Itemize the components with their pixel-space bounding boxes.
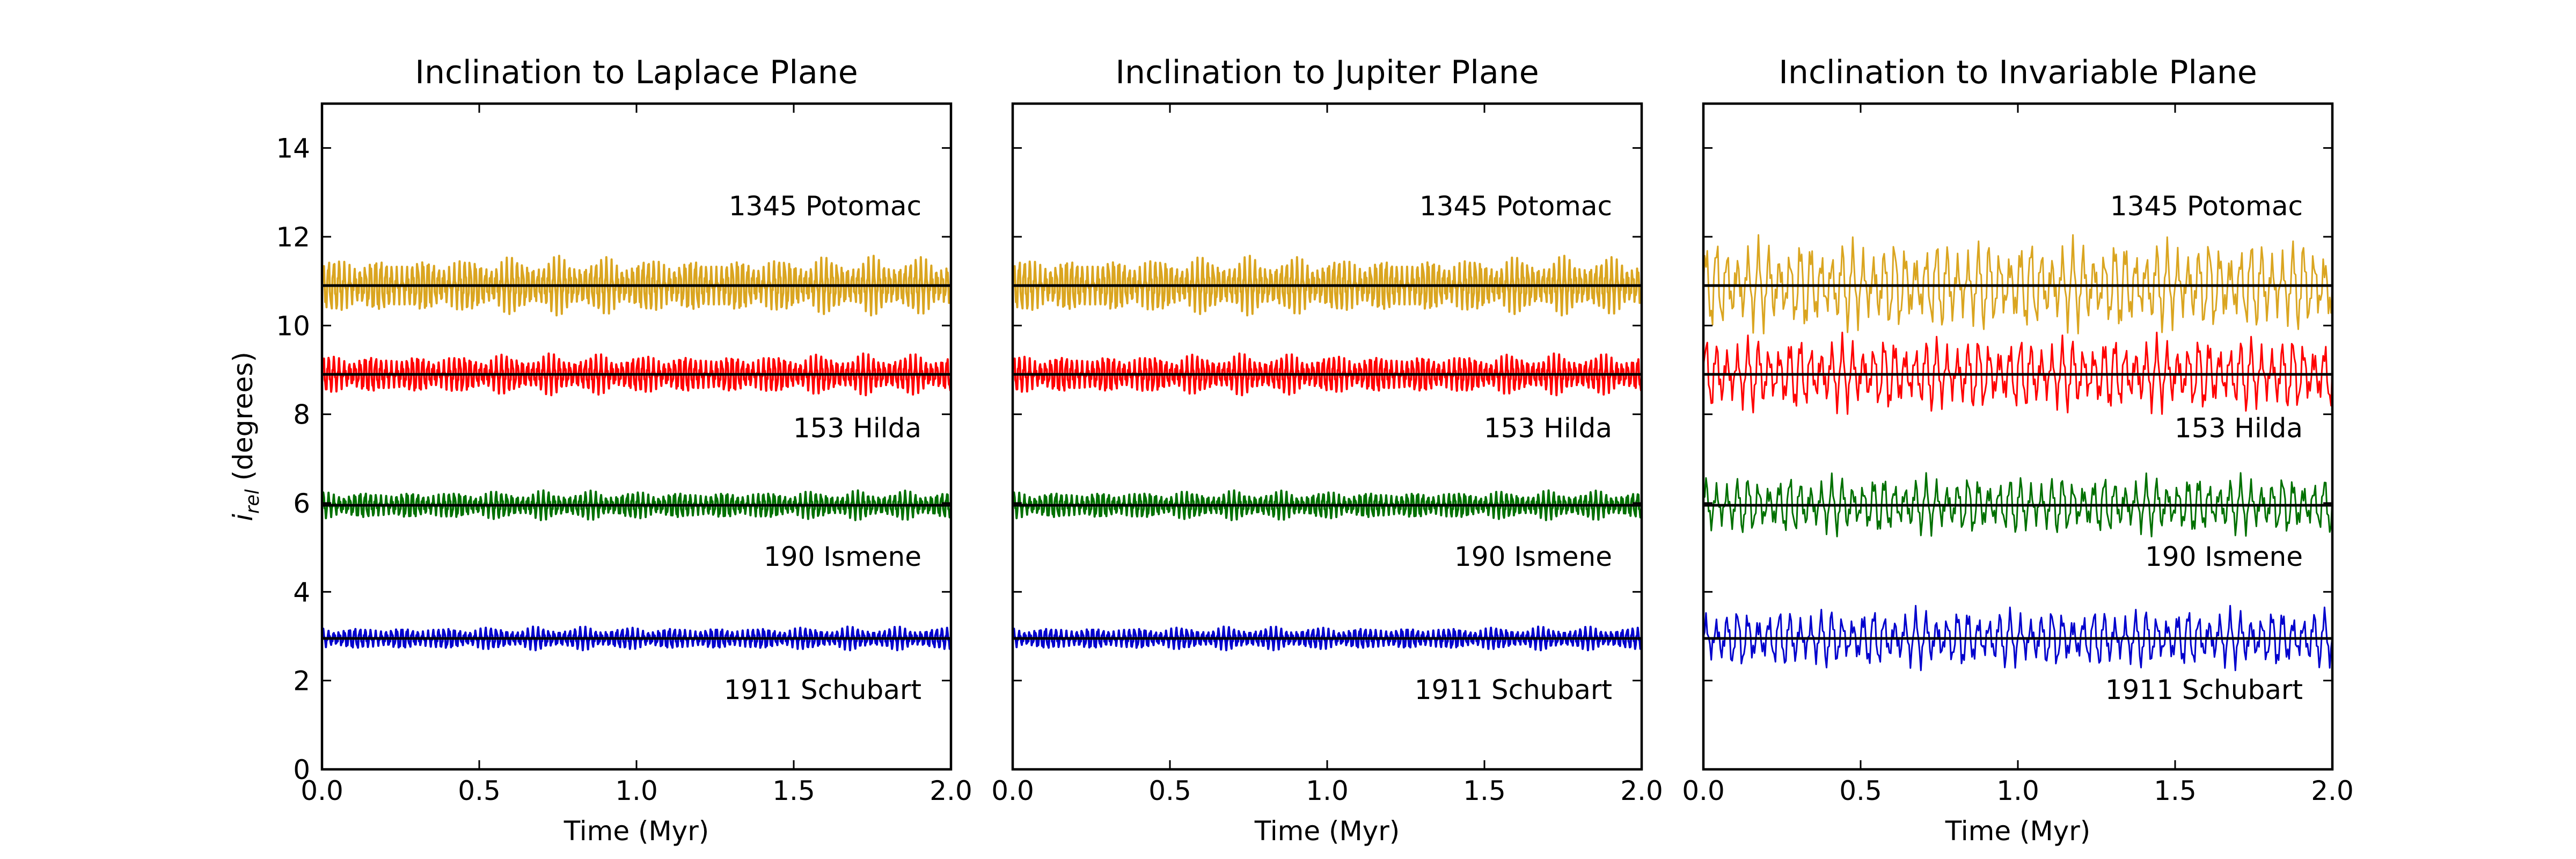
x-tick-label: 2.0 [1620,775,1663,806]
panel-title: Inclination to Laplace Plane [415,54,858,91]
panel-title: Inclination to Invariable Plane [1779,54,2257,91]
y-axis-label: irel (degrees) [228,352,264,521]
series-line-ismene [322,489,951,521]
y-tick-label: 14 [276,133,310,164]
series-line-hilda [1013,352,1642,397]
x-tick-label: 1.0 [1306,775,1349,806]
y-tick-label: 10 [276,310,310,341]
x-tick-label: 2.0 [930,775,972,806]
y-tick-label: 6 [293,488,310,519]
x-tick-label: 1.0 [1996,775,2039,806]
x-tick-label: 0.5 [1839,775,1882,806]
x-tick-label: 1.5 [2154,775,2197,806]
y-tick-label: 12 [276,222,310,253]
object-label: 1345 Potomac [729,191,921,222]
x-tick-label: 0.0 [301,775,343,806]
y-tick-label: 2 [293,666,310,697]
object-label: 153 Hilda [793,412,921,443]
x-tick-label: 2.0 [2311,775,2354,806]
object-label: 1911 Schubart [724,674,921,705]
x-tick-label: 0.0 [991,775,1034,806]
y-tick-label: 8 [293,399,310,431]
x-tick-label: 1.5 [772,775,815,806]
panel-title: Inclination to Jupiter Plane [1115,54,1539,91]
x-tick-label: 0.0 [1682,775,1725,806]
series-line-hilda [1703,331,2332,415]
series-line-hilda [322,352,951,397]
series-line-ismene [1703,472,2332,537]
x-axis-label: Time (Myr) [1945,816,2091,847]
y-axis-label-units: (degrees) [228,352,259,489]
panel-2: Inclination to Jupiter Plane 1345 Potomac… [991,54,1663,847]
object-label: 1911 Schubart [2105,674,2303,705]
series-group [1013,254,1642,652]
object-label: 1345 Potomac [1419,191,1612,222]
panel-3: Inclination to Invariable Plane 1345 Poto… [1682,54,2354,847]
y-tick-label: 4 [293,577,310,608]
object-label: 1345 Potomac [2110,191,2303,222]
series-line-ismene [1013,489,1642,521]
object-label: 190 Ismene [1454,541,1612,572]
object-label: 190 Ismene [2145,541,2303,572]
x-axis-label: Time (Myr) [1254,816,1400,847]
series-group [1703,234,2332,672]
series-group [322,254,951,652]
x-axis-label: Time (Myr) [564,816,709,847]
object-label: 1911 Schubart [1415,674,1612,705]
panel-1: Inclination to Laplace Plane 1345 Potomac… [276,54,972,847]
y-axis-label-symbol: i [228,514,259,521]
y-tick-label: 0 [293,754,310,785]
x-tick-label: 0.5 [1148,775,1191,806]
object-label: 153 Hilda [1484,412,1612,443]
y-axis-label-subscript: rel [242,489,264,514]
object-label: 190 Ismene [764,541,921,572]
x-tick-label: 1.5 [1463,775,1506,806]
x-tick-label: 0.5 [458,775,501,806]
object-label: 153 Hilda [2175,412,2303,443]
x-tick-label: 1.0 [615,775,658,806]
